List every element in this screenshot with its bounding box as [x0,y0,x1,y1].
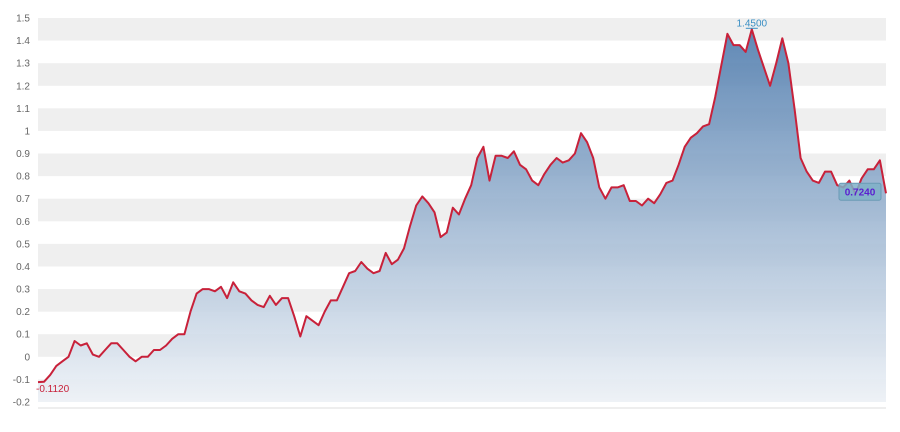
y-tick-label: 0.8 [16,172,30,183]
y-axis: -0.2 -0.1 0 0.1 0.2 0.3 0.4 0.5 0.6 0.7 0.8 0.9 1 1.1… [13,14,31,409]
y-tick-label: 1 [24,126,30,137]
last-value-label: 0.7240 [845,187,876,198]
y-tick-label: 0.2 [16,307,30,318]
y-tick-label: 1.4 [16,36,30,47]
y-tick-label: 0.7 [16,194,30,205]
max-value-label: 1.4500 [736,18,767,29]
y-tick-label: 1.2 [16,81,30,92]
grid-band [38,18,886,41]
grid-band [38,63,886,86]
y-tick-label: 1.5 [16,14,30,25]
y-tick-label: -0.2 [13,398,31,409]
series-line [37,28,887,384]
y-tick-label: 0.4 [16,262,30,273]
y-tick-label: 1.1 [16,104,30,115]
min-value-label: -0.1120 [36,384,70,395]
annotations: -0.1120 1.4500 0.7240 [36,18,882,395]
y-tick-label: 0 [24,352,30,363]
area-fill [38,29,886,403]
y-tick-label: 0.3 [16,285,30,296]
y-tick-label: 1.3 [16,59,30,70]
last-value-box [838,182,882,201]
y-tick-label: 0.1 [16,330,30,341]
y-tick-label: -0.1 [13,375,31,386]
y-tick-label: 0.9 [16,149,30,160]
y-tick-label: 0.5 [16,239,30,250]
y-tick-label: 0.6 [16,217,30,228]
grid-band [38,108,886,131]
grid-band [38,153,886,177]
